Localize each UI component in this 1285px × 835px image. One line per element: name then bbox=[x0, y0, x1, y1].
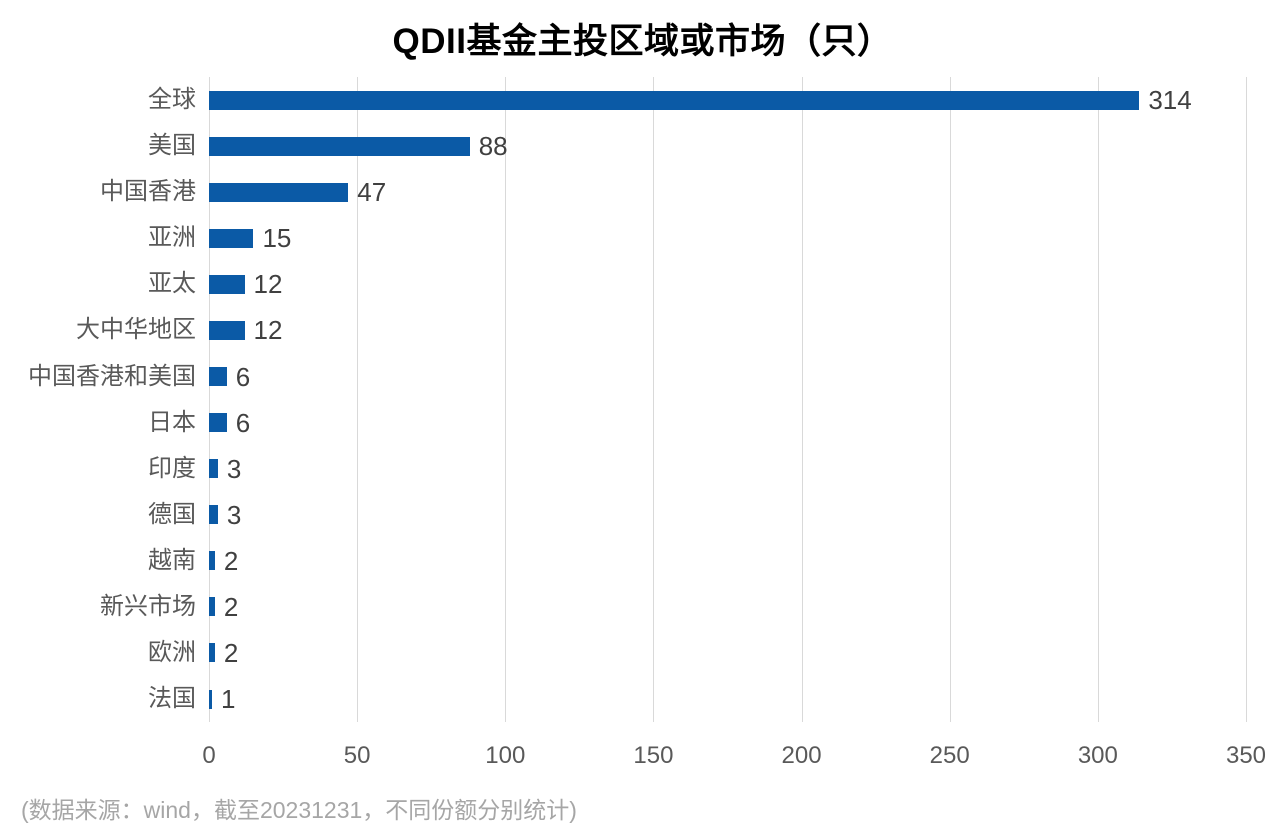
category-label: 日本 bbox=[148, 408, 196, 436]
bar bbox=[209, 182, 349, 202]
value-label: 3 bbox=[226, 453, 242, 484]
bar-row: 越南 2 bbox=[148, 538, 1246, 584]
category-label: 越南 bbox=[148, 546, 196, 574]
category-label: 亚洲 bbox=[148, 224, 196, 252]
category-label: 印度 bbox=[148, 454, 196, 482]
bar-row: 亚太 12 bbox=[148, 261, 1246, 307]
category-label: 欧洲 bbox=[148, 638, 196, 666]
category-label: 全球 bbox=[148, 86, 196, 114]
bar-row: 大中华地区 12 bbox=[76, 307, 1246, 353]
x-tick-label: 0 bbox=[202, 742, 216, 769]
chart-title: QDII基金主投区域或市场（只） bbox=[392, 22, 893, 61]
bar bbox=[209, 551, 215, 571]
category-label: 德国 bbox=[148, 500, 196, 528]
value-label: 6 bbox=[235, 361, 251, 392]
bar-row: 中国香港和美国 6 bbox=[28, 353, 1246, 399]
value-label: 2 bbox=[223, 545, 239, 576]
bar-row: 亚洲 15 bbox=[148, 215, 1246, 261]
x-tick-label: 150 bbox=[633, 742, 674, 769]
gridline bbox=[209, 77, 210, 722]
source-note: (数据来源：wind，截至20231231，不同份额分别统计) bbox=[21, 797, 577, 823]
bar-row: 印度 3 bbox=[148, 446, 1246, 492]
gridline bbox=[801, 77, 803, 722]
category-label: 法国 bbox=[148, 685, 196, 713]
category-label: 中国香港和美国 bbox=[28, 362, 196, 390]
gridline bbox=[949, 77, 951, 722]
plot-area: 全球 314 美国 88 中国香港 47 亚洲 15 亚太 12 大中华地区 12 中国香港和美国 6 日本… bbox=[28, 77, 1247, 722]
value-label: 3 bbox=[226, 499, 242, 530]
value-label: 12 bbox=[253, 315, 283, 346]
bar bbox=[209, 643, 215, 663]
bar bbox=[209, 367, 227, 386]
gridline bbox=[357, 77, 359, 722]
gridline bbox=[505, 77, 507, 722]
gridline bbox=[1246, 77, 1247, 722]
bar-row: 法国 1 bbox=[148, 676, 1246, 722]
bar-row: 中国香港 47 bbox=[100, 169, 1246, 215]
bar-row: 德国 3 bbox=[148, 492, 1246, 538]
x-tick-label: 200 bbox=[781, 742, 822, 769]
x-tick-label: 50 bbox=[343, 742, 371, 769]
bar bbox=[209, 274, 245, 294]
value-label: 15 bbox=[262, 223, 292, 254]
bar bbox=[209, 597, 215, 617]
category-label: 大中华地区 bbox=[76, 316, 196, 344]
bar bbox=[209, 413, 227, 433]
bar bbox=[209, 689, 212, 709]
value-label: 2 bbox=[223, 591, 239, 622]
bar-row: 日本 6 bbox=[148, 400, 1246, 446]
category-label: 新兴市场 bbox=[100, 592, 196, 620]
value-label: 12 bbox=[253, 269, 283, 300]
x-axis: 0 50 100 150 200 250 300 350 bbox=[202, 722, 1266, 777]
value-label: 314 bbox=[1148, 85, 1192, 116]
bar bbox=[209, 136, 470, 156]
value-label: 6 bbox=[235, 407, 251, 438]
x-tick-label: 250 bbox=[929, 742, 970, 769]
bar-row: 美国 88 bbox=[148, 123, 1246, 169]
value-label: 2 bbox=[223, 637, 239, 668]
bar bbox=[209, 228, 254, 248]
value-label: 88 bbox=[478, 131, 508, 162]
x-tick-label: 350 bbox=[1225, 742, 1267, 769]
bar-row: 新兴市场 2 bbox=[100, 584, 1246, 630]
bar bbox=[209, 90, 1140, 110]
category-label: 美国 bbox=[148, 132, 196, 160]
x-tick-label: 100 bbox=[485, 742, 526, 769]
x-tick-label: 300 bbox=[1077, 742, 1118, 769]
gridline bbox=[1097, 77, 1099, 722]
value-label: 1 bbox=[220, 684, 236, 715]
bar bbox=[209, 505, 218, 525]
bar bbox=[209, 459, 218, 479]
bar-row: 欧洲 2 bbox=[148, 630, 1246, 676]
gridline bbox=[653, 77, 655, 722]
value-label: 47 bbox=[357, 177, 387, 208]
bar bbox=[209, 320, 245, 340]
category-label: 中国香港 bbox=[100, 178, 196, 206]
bar-rows-container: 全球 314 美国 88 中国香港 47 亚洲 15 亚太 12 大中华地区 12 中国香港和美国 6 日本… bbox=[28, 77, 1246, 722]
bar-row: 全球 314 bbox=[148, 77, 1246, 123]
category-label: 亚太 bbox=[148, 270, 196, 298]
